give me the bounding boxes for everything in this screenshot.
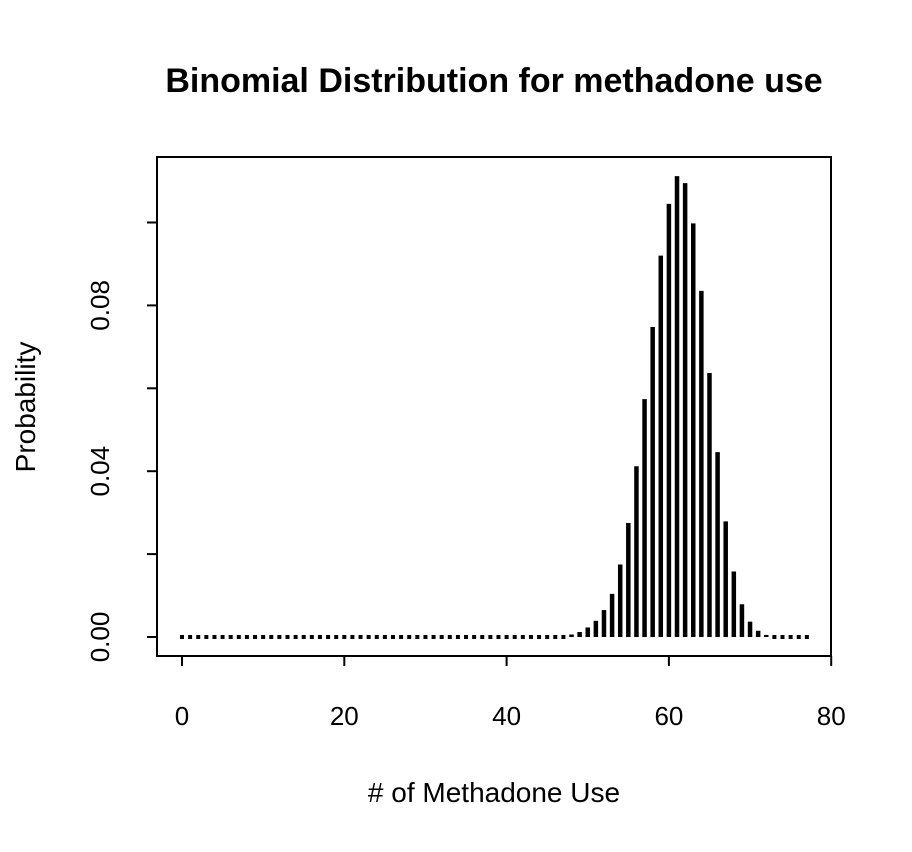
x-tick-label: 40	[492, 701, 521, 731]
x-tick-label: 80	[817, 701, 846, 731]
bar	[520, 635, 525, 639]
bar	[796, 635, 801, 639]
bar	[204, 635, 209, 639]
bar	[537, 635, 542, 639]
bar	[464, 635, 469, 639]
x-tick-label: 0	[175, 701, 189, 731]
y-axis: 0.00 0.04 0.08	[85, 221, 158, 663]
bar	[455, 635, 460, 639]
bar	[431, 635, 436, 639]
bar	[804, 635, 809, 639]
plot-frame	[156, 156, 832, 657]
bar	[780, 635, 785, 639]
bar	[212, 635, 217, 639]
bar	[488, 635, 493, 639]
bar	[480, 635, 485, 639]
bar	[261, 635, 266, 639]
bar	[244, 635, 249, 639]
bar	[496, 635, 501, 639]
bar	[180, 635, 184, 639]
bar	[301, 635, 306, 639]
bar	[326, 635, 331, 639]
bar	[285, 635, 290, 639]
bars	[180, 176, 809, 639]
y-tick-label: 0.08	[85, 280, 115, 331]
bar	[528, 635, 533, 639]
y-axis-title: Probability	[10, 342, 41, 473]
bar	[545, 635, 550, 639]
y-tick-label: 0.04	[85, 446, 115, 497]
bar	[236, 635, 241, 639]
bar	[447, 635, 452, 639]
x-axis: 0 20 40 60 80	[175, 655, 846, 731]
bar	[334, 635, 339, 639]
bar	[390, 635, 395, 639]
bar	[407, 635, 412, 639]
bar	[342, 635, 347, 639]
bar	[196, 635, 201, 639]
bar	[504, 635, 509, 639]
y-tick-label: 0.00	[85, 612, 115, 663]
bar	[439, 635, 444, 639]
bar	[358, 635, 363, 639]
bar	[277, 635, 282, 639]
bar	[293, 635, 298, 639]
bar	[269, 635, 274, 639]
bar	[472, 635, 477, 639]
bar	[374, 635, 379, 639]
bar	[772, 635, 777, 639]
bar	[788, 635, 793, 639]
bar	[366, 635, 371, 639]
bar	[220, 635, 225, 639]
bar	[309, 635, 314, 639]
bar	[399, 635, 404, 639]
x-tick-label: 60	[654, 701, 683, 731]
bar	[350, 635, 355, 639]
bar	[253, 635, 258, 639]
bar	[561, 635, 566, 639]
x-axis-title: # of Methadone Use	[368, 777, 620, 808]
x-tick-label: 20	[330, 701, 359, 731]
bar	[512, 635, 517, 639]
bar	[423, 635, 428, 639]
chart-title: Binomial Distribution for methadone use	[165, 62, 822, 100]
bar	[382, 635, 387, 639]
bar	[317, 635, 322, 639]
bar	[553, 635, 558, 639]
bar	[415, 635, 420, 639]
bar	[228, 635, 233, 639]
bar	[188, 635, 193, 639]
